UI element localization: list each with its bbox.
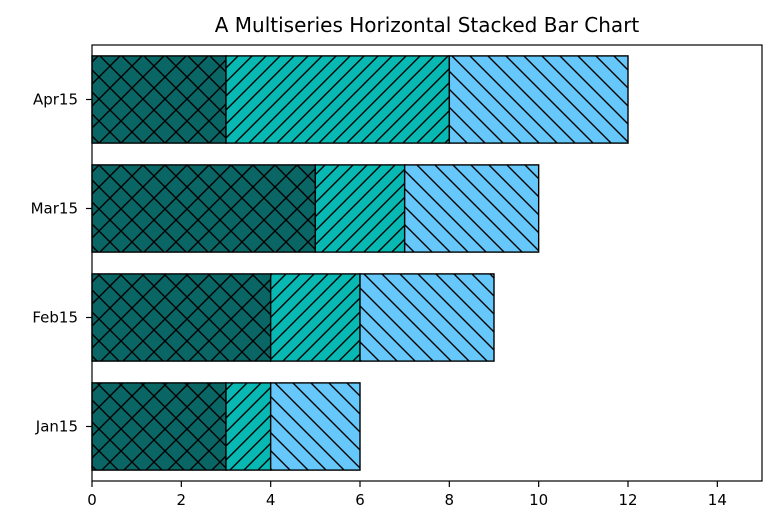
x-tick-label: 8 [445,491,455,509]
bar-hatch-Jan15-s1 [225,382,272,471]
y-tick-label: Mar15 [31,200,78,218]
x-tick-label: 6 [355,491,365,509]
bar-hatch-Feb15-s1 [269,273,361,362]
y-tick-label: Feb15 [32,309,78,327]
x-tick-label: 10 [529,491,548,509]
bar-hatch-Mar15-s1 [314,164,406,253]
bar-hatch-Feb15-s0 [91,273,272,362]
x-tick-label: 4 [266,491,276,509]
x-tick-label: 2 [177,491,187,509]
chart-title: A Multiseries Horizontal Stacked Bar Cha… [215,13,640,37]
bar-hatch-Feb15-s2 [359,273,495,362]
bar-hatch-Apr15-s0 [91,55,227,144]
y-tick-label: Jan15 [35,418,78,436]
bar-hatch-Apr15-s1 [225,55,451,144]
x-axis: 0 2 4 6 8 10 12 14 [87,481,727,509]
bar-hatch-Apr15-s2 [448,55,629,144]
x-tick-label: 12 [618,491,637,509]
bars-group [91,55,629,471]
x-tick-label: 0 [87,491,97,509]
bar-hatch-Jan15-s0 [91,382,227,471]
bar-hatch-Mar15-s2 [403,164,540,253]
y-axis: Jan15 Feb15 Mar15 Apr15 [31,91,92,436]
bar-hatch-Mar15-s0 [91,164,317,253]
x-tick-label: 14 [708,491,727,509]
bar-hatch-Jan15-s2 [269,382,361,471]
plot-frame [91,44,763,482]
y-tick-label: Apr15 [33,91,78,109]
